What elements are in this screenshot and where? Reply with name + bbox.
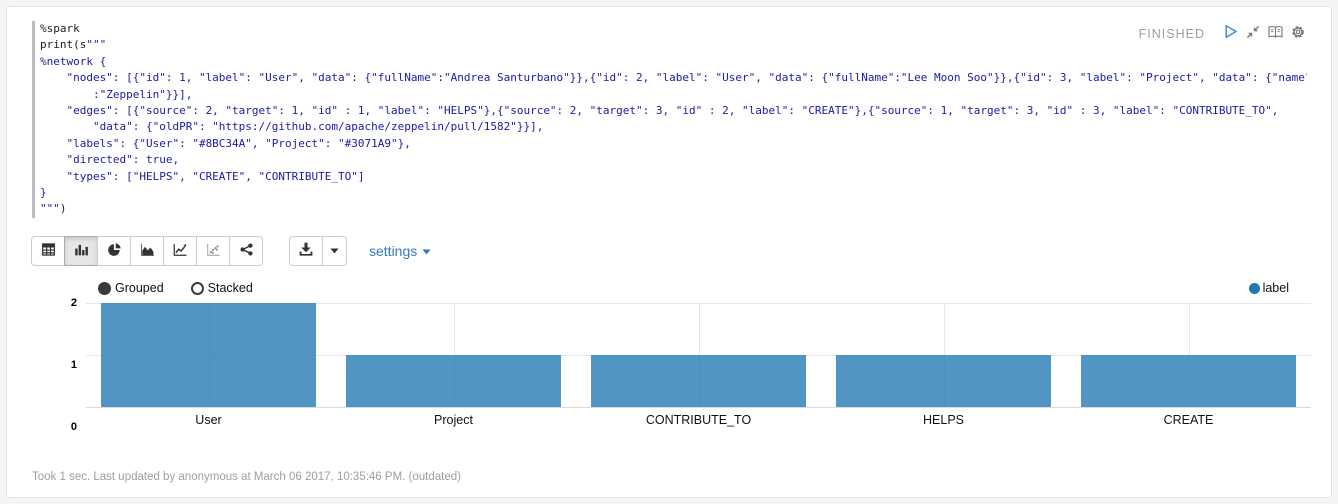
- code-line-12: """): [40, 202, 67, 216]
- code-line-6: "edges": [{"source": 2, "target": 1, "id…: [40, 104, 1279, 118]
- download-icon: [299, 242, 313, 259]
- caret-down-icon: [330, 243, 339, 258]
- plot-column: User Project CONTRIBUTE_TO HELPS CREATE: [86, 302, 1311, 427]
- code-line-8: "labels": {"User": "#8BC34A", "Project":…: [40, 136, 411, 150]
- chart-type-button-group: [31, 235, 263, 266]
- code-line-10: "types": ["HELPS", "CREATE", "CONTRIBUTE…: [40, 169, 365, 183]
- download-caret-button[interactable]: [322, 235, 347, 266]
- chart-band-CREATE: [1066, 302, 1311, 407]
- x-tick-label: CONTRIBUTE_TO: [645, 412, 752, 427]
- legend-item[interactable]: label: [1248, 281, 1289, 296]
- download-button-group: [289, 235, 347, 266]
- pie-chart-icon: [107, 243, 121, 259]
- bar-chart-icon: [74, 243, 88, 259]
- code-line-2: print(s""": [40, 38, 107, 52]
- chart-legend: label: [1248, 281, 1289, 296]
- radio-circle-icon: [190, 281, 204, 295]
- radio-label: Stacked: [207, 281, 253, 296]
- scatter-chart-icon: [206, 243, 220, 259]
- bar-HELPS[interactable]: [835, 354, 1052, 407]
- chart-band-Project: [331, 302, 576, 407]
- bar-chart: 0 1 2 User Project CONTRIBUTE_TO HELPS CREATE: [13, 297, 1311, 433]
- paragraph-control-icons: [1215, 24, 1305, 44]
- chart-band-HELPS: [821, 302, 1066, 407]
- radio-circle-icon: [98, 281, 111, 295]
- share-icon: [239, 243, 253, 259]
- chart-header-row: Grouped Stacked label: [98, 280, 1289, 297]
- download-button[interactable]: [289, 235, 323, 266]
- x-tick-label: User: [195, 412, 222, 427]
- y-tick-label: 1: [70, 358, 77, 371]
- play-icon[interactable]: [1223, 24, 1238, 39]
- x-tick-label: HELPS: [923, 412, 964, 427]
- code-content[interactable]: %spark print(s""" %network { "nodes": [{"i…: [40, 21, 1307, 218]
- chart-type-pie-button[interactable]: [97, 235, 131, 266]
- line-chart-icon: [173, 243, 187, 259]
- x-tick-label: CREATE: [1163, 412, 1214, 427]
- compress-icon[interactable]: [1246, 25, 1260, 39]
- x-axis-labels: User Project CONTRIBUTE_TO HELPS CREATE: [86, 413, 1311, 427]
- bar-Project[interactable]: [345, 354, 562, 407]
- code-editor[interactable]: %spark print(s""" %network { "nodes": [{"i…: [7, 7, 1331, 218]
- result-toolbar: settings: [31, 235, 1307, 266]
- settings-label: settings: [369, 242, 418, 259]
- grouped-radio[interactable]: Grouped: [98, 281, 164, 295]
- radio-label: Grouped: [115, 281, 164, 296]
- chart-band-User: [86, 302, 331, 407]
- y-axis: 0 1 2: [13, 297, 86, 433]
- chart-type-scatter-button[interactable]: [196, 235, 230, 266]
- chart-type-bar-button[interactable]: [64, 235, 98, 266]
- bar-CREATE[interactable]: [1080, 354, 1297, 407]
- paragraph-card: %spark print(s""" %network { "nodes": [{"i…: [6, 6, 1332, 498]
- chart-mode-radios: Grouped Stacked: [98, 281, 280, 295]
- code-line-4: "nodes": [{"id": 1, "label": "User", "da…: [40, 71, 1307, 85]
- area-chart-icon: [140, 243, 154, 259]
- bar-CONTRIBUTE_TO[interactable]: [590, 354, 807, 407]
- gear-icon[interactable]: [1291, 25, 1305, 39]
- x-tick-label: Project: [434, 412, 473, 427]
- legend-label: label: [1262, 281, 1289, 296]
- plot-area: [86, 302, 1311, 408]
- code-line-7: "data": {"oldPR": "https://github.com/ap…: [40, 120, 544, 134]
- code-line-3: %network {: [40, 54, 107, 68]
- caret-down-icon: [422, 243, 431, 259]
- code-line-11: }: [40, 186, 47, 200]
- code-line-1: %spark: [40, 22, 80, 35]
- chart-type-line-button[interactable]: [163, 235, 197, 266]
- editor-gutter: [32, 21, 35, 218]
- x-axis-line: [86, 406, 1311, 408]
- y-tick-label: 2: [70, 296, 77, 309]
- y-tick-label: 0: [70, 420, 77, 433]
- chart-type-area-button[interactable]: [130, 235, 164, 266]
- chart-type-network-button[interactable]: [229, 235, 263, 266]
- chart-type-table-button[interactable]: [31, 235, 65, 266]
- status-label: FINISHED: [1138, 27, 1205, 41]
- table-icon: [41, 243, 55, 259]
- code-line-5: :"Zeppelin"}}],: [40, 87, 193, 101]
- paragraph-status-bar: FINISHED: [1139, 24, 1305, 44]
- code-line-9: "directed": true,: [40, 153, 180, 167]
- stacked-radio[interactable]: Stacked: [190, 281, 253, 296]
- legend-dot-icon: [1248, 282, 1260, 294]
- settings-link[interactable]: settings: [369, 243, 431, 259]
- book-icon[interactable]: [1268, 25, 1283, 39]
- bar-User[interactable]: [100, 302, 317, 407]
- result-footer: Took 1 sec. Last updated by anonymous at…: [32, 470, 461, 483]
- chart-band-CONTRIBUTE_TO: [576, 302, 821, 407]
